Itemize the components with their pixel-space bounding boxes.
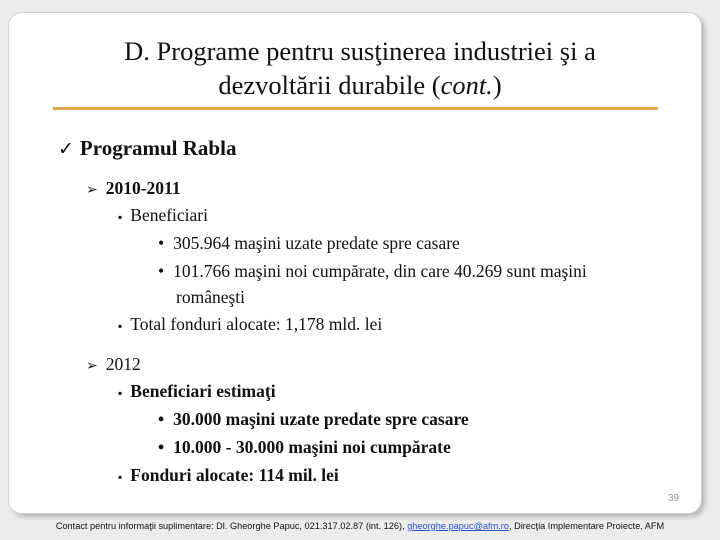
list-item: • 305.964 maşini uzate predate spre casar…: [158, 233, 460, 254]
total-fonduri-2-text: Fonduri alocate: 114 mil. lei: [130, 465, 339, 485]
arrow-bullet-icon: ➢: [86, 358, 98, 374]
slide-frame: [8, 12, 702, 514]
list-item-text: 10.000 - 30.000 maşini noi cumpărate: [173, 437, 451, 457]
dot-bullet-icon: •: [158, 409, 165, 429]
arrow-bullet-icon: ➢: [86, 182, 98, 198]
section-year-2-text: 2012: [105, 354, 141, 374]
title-divider: [53, 107, 658, 110]
program-heading-text: Programul Rabla: [79, 136, 237, 160]
dot-bullet-icon: •: [158, 437, 165, 457]
beneficiari-2-text: Beneficiari estimaţi: [130, 381, 276, 401]
list-item: • 30.000 maşini uzate predate spre casare: [158, 409, 469, 430]
title-line-2: dezvoltării durabile (cont.): [30, 68, 690, 102]
checkmark-icon: ✓: [58, 138, 74, 160]
list-item: • 10.000 - 30.000 maşini noi cumpărate: [158, 437, 451, 458]
section-year-1-text: 2010-2011: [105, 178, 181, 198]
square-bullet-icon: ▪: [118, 386, 123, 400]
dot-bullet-icon: •: [158, 261, 165, 281]
list-item-continuation: româneşti: [176, 287, 246, 307]
footer-suffix: , Direcţia Implementare Proiecte, AFM: [508, 521, 665, 531]
footer-contact: Contact pentru informaţii suplimentare: …: [0, 521, 720, 531]
section-year-2: ➢ 2012: [86, 354, 141, 375]
list-item-text: 30.000 maşini uzate predate spre casare: [173, 409, 469, 429]
page-number: 39: [668, 493, 680, 504]
square-bullet-icon: ▪: [118, 319, 123, 333]
beneficiari-1: ▪ Beneficiari: [118, 205, 208, 226]
total-fonduri-2: ▪ Fonduri alocate: 114 mil. lei: [118, 465, 339, 486]
list-item-text: 101.766 maşini noi cumpărate, din care 4…: [173, 261, 587, 281]
title-line-2-italic: cont.: [440, 70, 493, 100]
list-item: • 101.766 maşini noi cumpărate, din care …: [158, 261, 587, 282]
program-heading: ✓ Programul Rabla: [58, 136, 236, 161]
dot-bullet-icon: •: [158, 233, 165, 253]
title-line-2-prefix: dezvoltării durabile (: [218, 70, 441, 100]
section-year-1: ➢ 2010-2011: [86, 178, 181, 199]
title-line-1: D. Programe pentru susţinerea industriei…: [124, 36, 596, 66]
slide-title: D. Programe pentru susţinerea industriei…: [30, 34, 690, 102]
title-line-2-suffix: ): [492, 70, 502, 100]
total-fonduri-1-text: Total fonduri alocate: 1,178 mld. lei: [130, 314, 383, 334]
beneficiari-2: ▪ Beneficiari estimaţi: [118, 381, 276, 402]
square-bullet-icon: ▪: [118, 470, 123, 484]
square-bullet-icon: ▪: [118, 210, 123, 224]
list-item-text: 305.964 maşini uzate predate spre casare: [173, 233, 460, 253]
total-fonduri-1: ▪ Total fonduri alocate: 1,178 mld. lei: [118, 314, 382, 335]
footer-prefix: Contact pentru informaţii suplimentare: …: [55, 521, 408, 531]
footer-email-link[interactable]: gheorghe.papuc@afm.ro: [407, 521, 509, 531]
beneficiari-1-text: Beneficiari: [130, 205, 208, 225]
